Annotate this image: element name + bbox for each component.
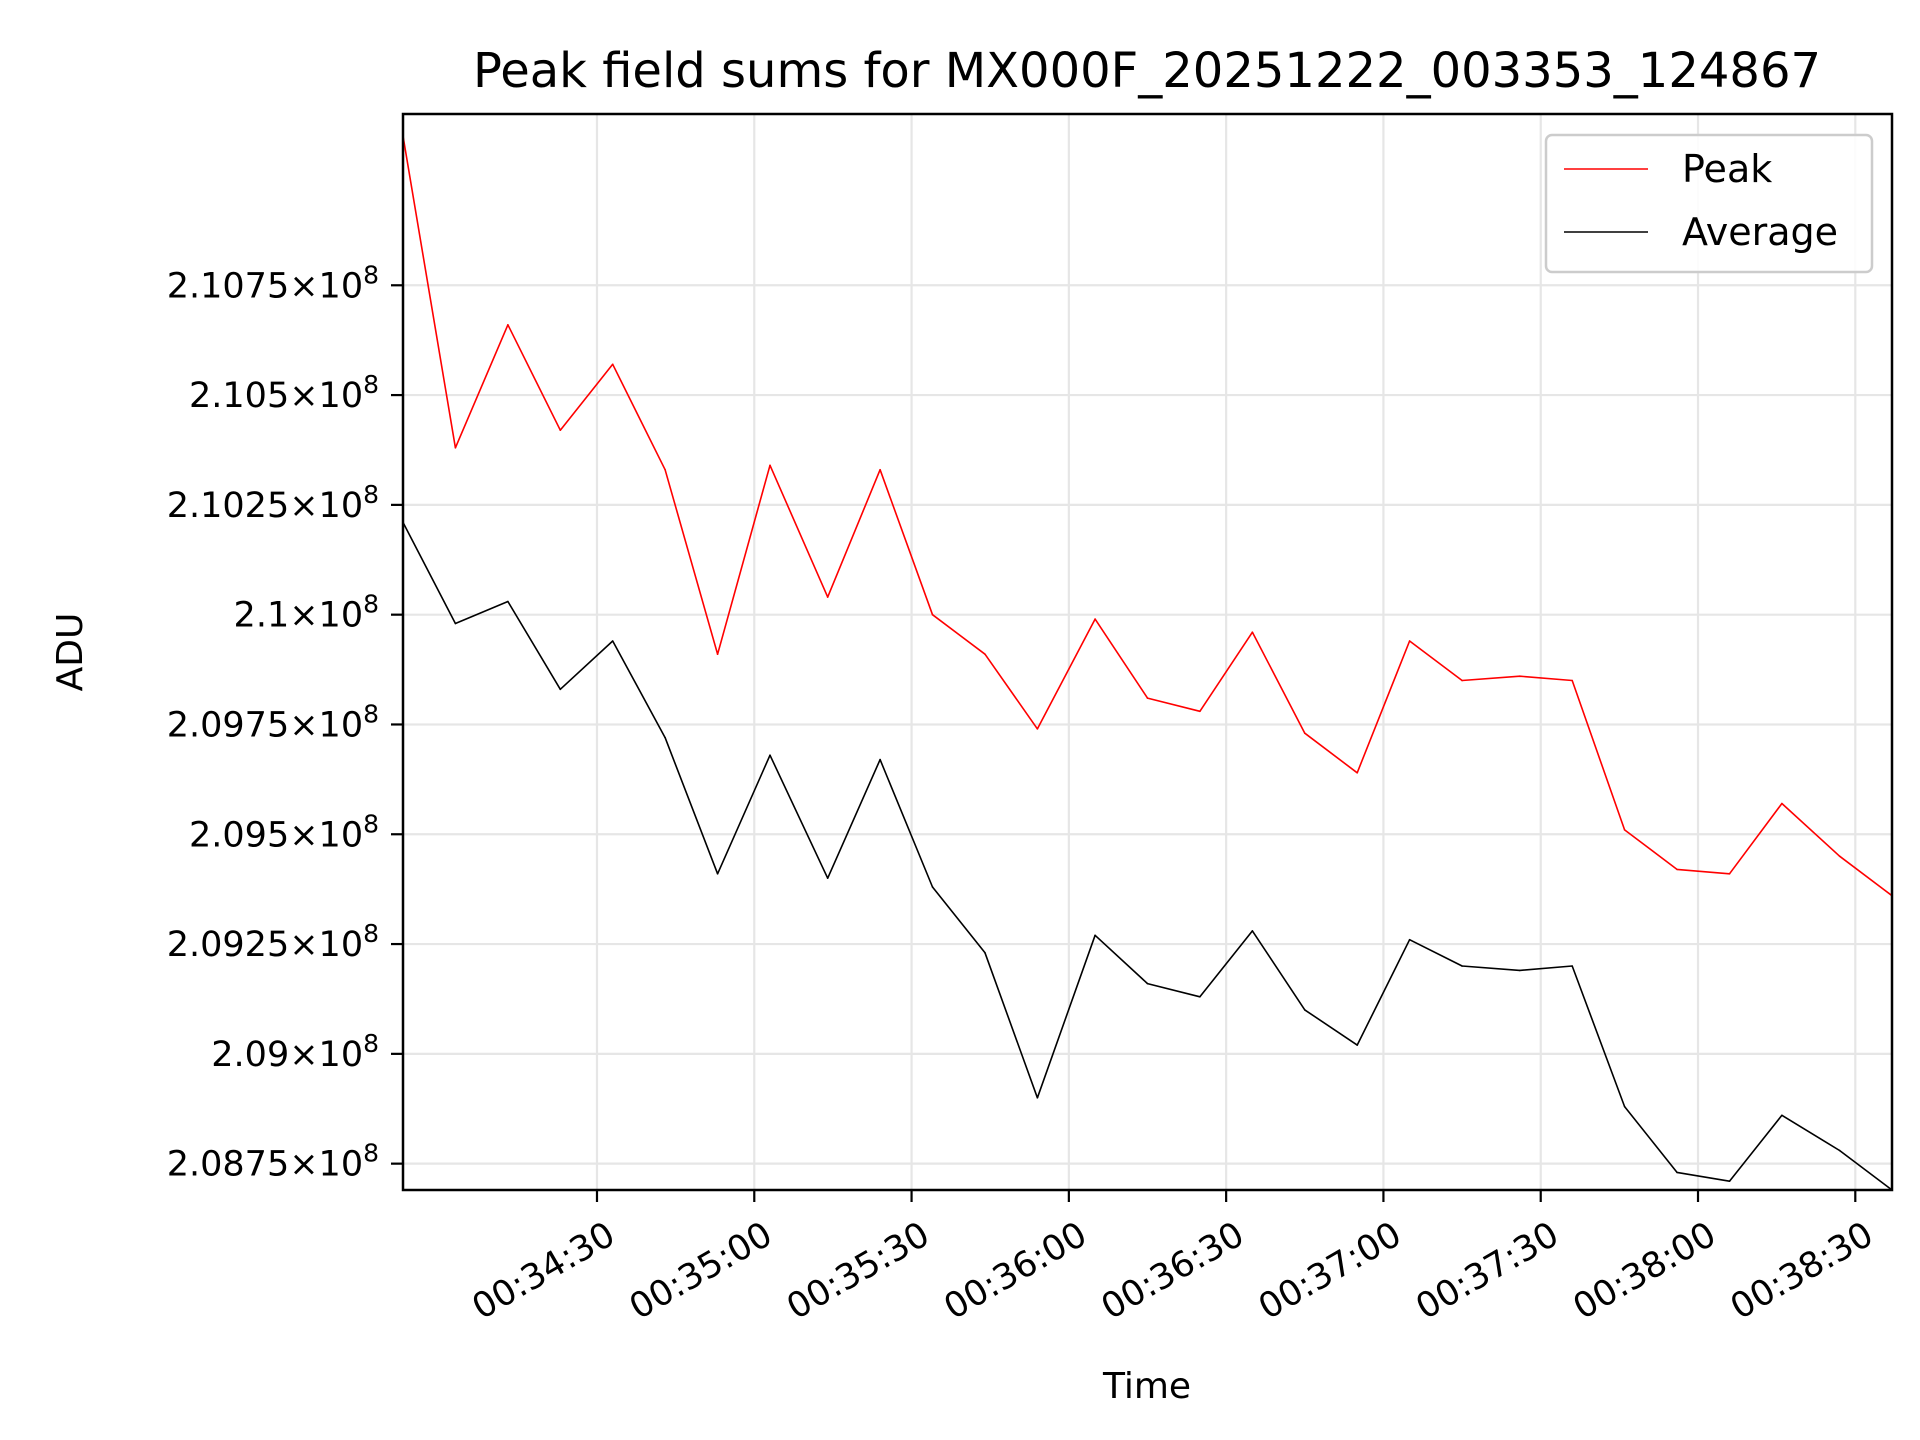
y-tick-label: 2.0925×108 — [167, 919, 379, 965]
data-point-peak — [1571, 679, 1573, 682]
y-tick-exponent: 8 — [363, 919, 379, 948]
y-tick-label: 2.0875×108 — [167, 1139, 379, 1185]
y-tick-label: 2.0975×108 — [167, 699, 379, 745]
y-tick-label: 2.105×108 — [189, 370, 379, 416]
data-point-average — [1461, 965, 1463, 967]
data-point-peak — [454, 446, 457, 449]
legend-label-peak: Peak — [1682, 147, 1772, 191]
y-tick-exponent: 8 — [363, 1139, 379, 1168]
data-point-peak — [931, 613, 934, 616]
data-point-average — [1036, 1096, 1039, 1099]
data-point-average — [984, 952, 986, 954]
y-tick-exponent: 8 — [363, 480, 379, 509]
y-tick-exponent: 8 — [363, 699, 379, 728]
y-tick-mantissa: 2.09 — [211, 1035, 289, 1075]
data-point-average — [1623, 1105, 1626, 1108]
y-tick-exponent: 8 — [363, 370, 379, 399]
y-tick-mantissa: 2.1075 — [167, 266, 289, 306]
data-point-peak — [1146, 697, 1149, 699]
data-point-average — [1408, 938, 1411, 941]
legend-label-average: Average — [1682, 210, 1838, 254]
data-point-peak — [1623, 829, 1626, 831]
data-point-peak — [984, 653, 986, 655]
data-point-average — [1838, 1149, 1841, 1152]
y-tick-exponent: 8 — [363, 590, 379, 619]
plot-frame — [401, 112, 1894, 1192]
data-point-average — [931, 886, 934, 888]
data-point-peak — [1461, 679, 1463, 682]
legend: Peak Average — [1544, 133, 1874, 274]
data-point-average — [1146, 982, 1149, 985]
data-point-peak — [1518, 675, 1521, 677]
y-tick-exponent: 8 — [363, 1029, 379, 1058]
y-axis-label: ADU — [50, 613, 91, 692]
data-point-peak — [826, 596, 829, 598]
data-point-average — [1303, 1009, 1306, 1011]
y-tick-mantissa: 2.0875 — [167, 1145, 289, 1185]
data-point-average — [879, 758, 881, 761]
data-point-average — [1199, 995, 1201, 998]
data-point-average — [664, 736, 666, 739]
data-point-average — [826, 877, 829, 879]
data-point-peak — [1199, 710, 1201, 713]
grid — [403, 114, 1892, 1190]
y-tick-label: 2.09×108 — [211, 1029, 379, 1075]
data-point-peak — [1356, 771, 1359, 774]
data-point-average — [1676, 1171, 1678, 1174]
data-point-average — [1094, 934, 1096, 937]
data-point-peak — [716, 653, 719, 655]
data-point-peak — [664, 468, 666, 471]
data-point-average — [559, 688, 562, 691]
data-point-average — [507, 600, 509, 603]
y-tick-mantissa: 2.0975 — [167, 705, 289, 745]
data-point-average — [611, 640, 614, 642]
data-point-peak — [1838, 855, 1841, 858]
data-point-average — [1518, 969, 1521, 972]
y-tick-mantissa: 2.1 — [234, 596, 290, 636]
y-tick-exponent: 8 — [363, 260, 379, 289]
data-point-peak — [559, 429, 562, 432]
data-point-peak — [1303, 732, 1306, 735]
y-tick-label: 2.1025×108 — [167, 480, 379, 526]
data-point-peak — [1036, 728, 1039, 730]
data-point-peak — [507, 324, 509, 326]
x-axis-label: Time — [1102, 1366, 1191, 1407]
y-tick-mantissa: 2.095 — [189, 815, 289, 855]
y-axis-ticks: 2.0875×1082.09×1082.0925×1082.095×1082.0… — [167, 260, 403, 1185]
data-point-peak — [1781, 802, 1783, 805]
data-point-average — [1571, 965, 1573, 967]
data-point-peak — [1094, 618, 1096, 620]
data-point-average — [716, 872, 719, 875]
data-point-peak — [611, 363, 614, 366]
y-tick-mantissa: 2.0925 — [167, 925, 289, 965]
data-point-average — [454, 622, 457, 625]
data-point-average — [1728, 1180, 1731, 1183]
data-point-average — [1251, 930, 1254, 932]
y-tick-mantissa: 2.105 — [189, 376, 289, 416]
y-tick-label: 2.1075×108 — [167, 260, 379, 306]
data-point-peak — [1728, 872, 1731, 875]
y-tick-exponent: 8 — [363, 809, 379, 838]
y-tick-label: 2.1×108 — [234, 590, 379, 636]
data-point-average — [1781, 1114, 1783, 1117]
data-point-average — [769, 754, 771, 757]
data-point-peak — [769, 464, 771, 467]
data-point-average — [1356, 1044, 1359, 1046]
chart-title: Peak field sums for MX000F_20251222_0033… — [473, 43, 1821, 99]
data-point-peak — [879, 468, 881, 471]
data-point-peak — [1676, 868, 1678, 871]
y-tick-label: 2.095×108 — [189, 809, 379, 855]
data-point-peak — [1251, 631, 1254, 634]
data-point-peak — [1408, 640, 1411, 642]
y-tick-mantissa: 2.1025 — [167, 486, 289, 526]
